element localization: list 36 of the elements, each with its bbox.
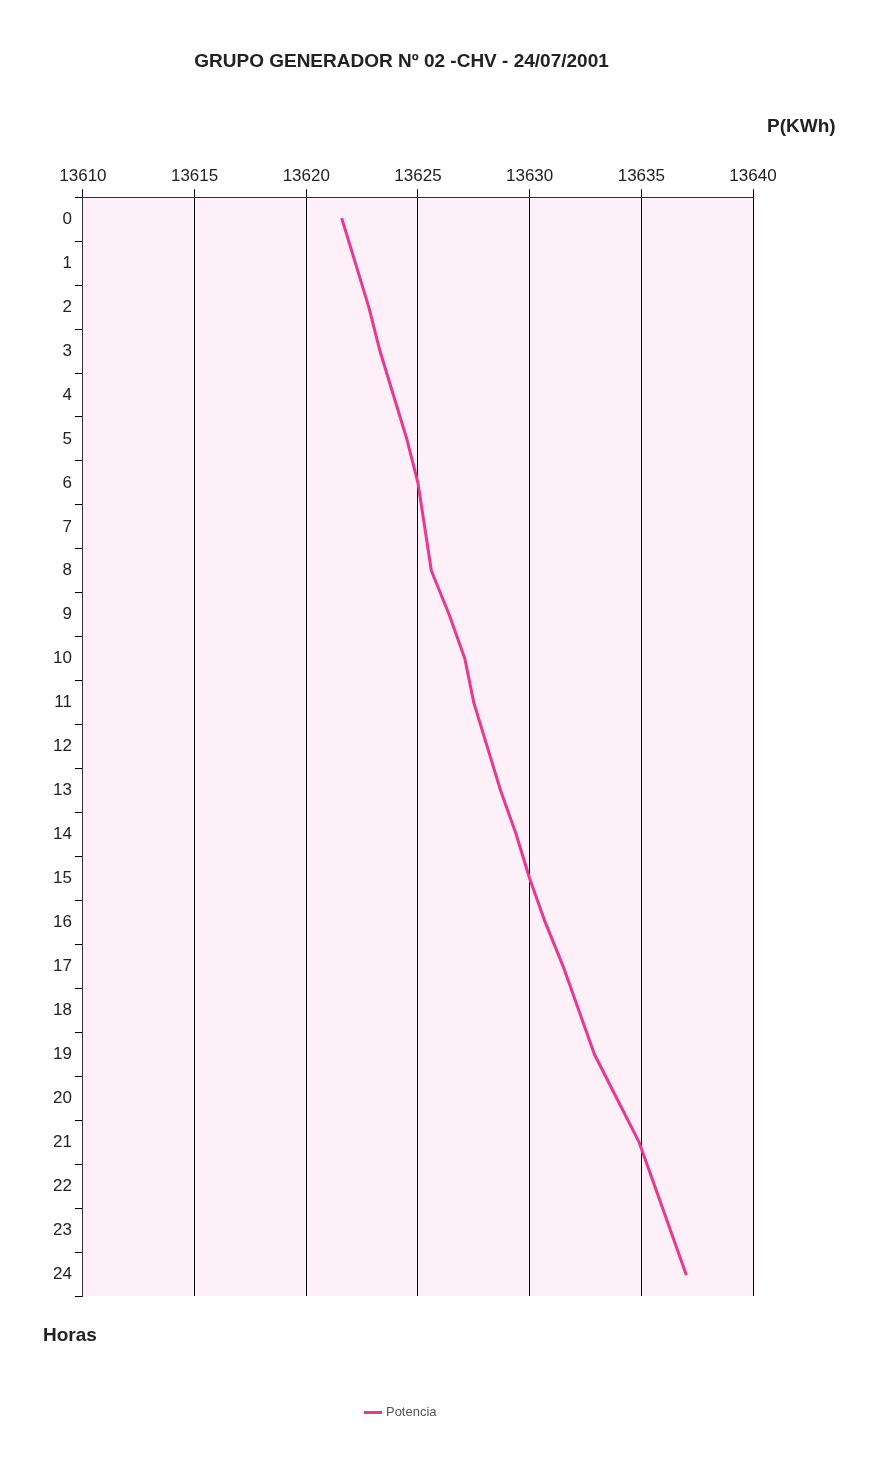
y-tick-label: 12 xyxy=(52,736,72,756)
y-tick-label: 21 xyxy=(52,1131,72,1151)
y-tick-label: 8 xyxy=(62,560,72,580)
y-tick-label: 11 xyxy=(54,692,72,712)
y-tick-label: 4 xyxy=(62,384,72,404)
x-axis-title: P(KWh) xyxy=(767,115,836,137)
legend-label: Potencia xyxy=(385,1404,438,1420)
y-tick-label: 13 xyxy=(52,780,72,800)
y-tick-label: 3 xyxy=(62,340,72,360)
x-tick-label: 13610 xyxy=(59,165,107,185)
chart-title: GRUPO GENERADOR Nº 02 -CHV - 24/07/2001 xyxy=(194,49,610,71)
y-tick-label: 16 xyxy=(52,912,72,932)
x-tick-label: 13625 xyxy=(394,165,442,185)
y-tick-label: 22 xyxy=(52,1175,72,1195)
y-tick-label: 7 xyxy=(62,516,72,536)
y-tick-label: 20 xyxy=(52,1087,72,1107)
y-tick-label: 9 xyxy=(62,604,72,624)
y-tick-label: 2 xyxy=(62,296,72,316)
y-axis-title: Horas xyxy=(42,1324,97,1346)
y-tick-label: 19 xyxy=(52,1043,72,1063)
y-tick-label: 0 xyxy=(62,208,72,228)
y-tick-label: 10 xyxy=(52,648,72,668)
x-tick-label: 13620 xyxy=(282,165,330,185)
y-tick-label: 6 xyxy=(62,472,72,492)
x-tick-label: 13640 xyxy=(729,165,777,185)
x-tick-label: 13635 xyxy=(617,165,665,185)
y-tick-label: 5 xyxy=(62,428,72,448)
y-tick-label: 18 xyxy=(52,1000,72,1019)
x-tick-label: 13615 xyxy=(170,165,219,185)
y-tick-label: 24 xyxy=(52,1263,72,1283)
x-tick-label: 13630 xyxy=(506,165,554,185)
y-tick-label: 15 xyxy=(52,868,72,888)
y-tick-label: 1 xyxy=(62,252,72,272)
y-tick-label: 23 xyxy=(52,1219,72,1239)
y-tick-label: 14 xyxy=(52,824,72,844)
y-tick-label: 17 xyxy=(52,956,72,976)
